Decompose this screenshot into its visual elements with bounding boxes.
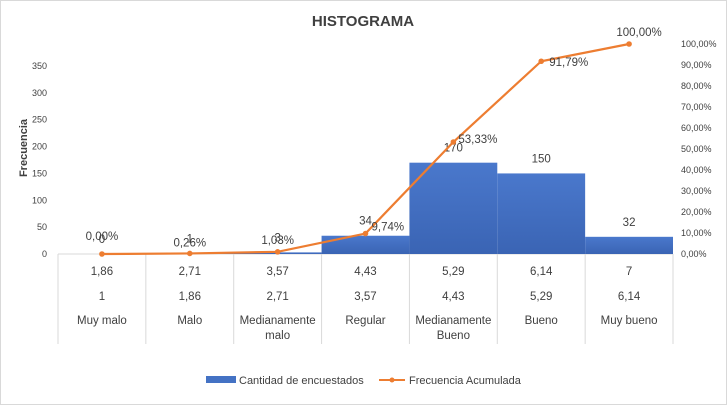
cumulative-value-label: 9,74% [372,222,405,234]
y-tick-label: 350 [32,61,47,71]
bar-value-label: 150 [532,153,551,165]
y-tick-label: 250 [32,115,47,125]
cumulative-point [626,41,632,47]
cumulative-value-label: 0,00% [86,231,119,243]
x-category-label: Regular [345,315,385,327]
bar-value-label: 0 [99,234,105,246]
histogram-bar [585,236,673,254]
cumulative-value-label: 91,79% [549,57,588,69]
bar-value-label: 3 [274,232,280,244]
cumulative-value-label: 53,33% [458,134,497,146]
y2-tick-label: 30,00% [681,186,712,196]
cumulative-point [186,250,193,257]
legend-swatch-bars [206,376,236,383]
cumulative-point [450,139,457,145]
y-tick-label: 300 [32,88,47,98]
y-tick-label: 200 [32,142,47,152]
lower-limit-label: 1,86 [179,291,201,303]
bar-value-label: 34 [359,216,372,228]
lower-limit-label: 3,57 [354,291,376,303]
y-tick-label: 100 [32,195,47,205]
bar-value-label: 1 [187,233,193,245]
upper-limit-label: 6,14 [530,266,553,278]
upper-limit-label: 2,71 [179,266,201,278]
lower-limit-label: 4,43 [442,291,464,303]
y2-tick-label: 100,00% [681,39,717,49]
upper-limit-label: 7 [626,266,632,278]
histogram-bar [321,235,410,254]
cumulative-point [538,58,545,65]
y2-tick-label: 0,00% [681,249,707,259]
cumulative-value-label: 100,00% [616,27,661,39]
y-tick-label: 150 [32,168,47,178]
x-category-label: Malo [177,315,202,327]
y2-tick-label: 90,00% [681,60,712,70]
y-tick-label: 0 [42,249,47,259]
y-tick-label: 50 [37,222,47,232]
lower-limit-label: 1 [99,291,105,303]
upper-limit-label: 4,43 [354,266,376,278]
x-category-label: Medianamente [415,315,491,327]
y2-tick-label: 10,00% [681,228,712,238]
y2-tick-label: 50,00% [681,144,712,154]
histogram-bar [409,162,498,254]
x-category-label: malo [265,330,290,342]
upper-limit-label: 5,29 [442,266,464,278]
cumulative-point [99,251,105,257]
lower-limit-label: 6,14 [618,291,641,303]
x-category-label: Medianamente [240,315,316,327]
upper-limit-label: 1,86 [91,266,113,278]
x-category-label: Bueno [437,330,470,342]
x-category-label: Muy bueno [601,315,658,327]
legend-label-bars: Cantidad de encuestados [239,375,364,387]
histogram-bar [497,173,586,254]
y2-tick-label: 40,00% [681,165,712,175]
lower-limit-label: 2,71 [266,291,288,303]
y2-tick-label: 80,00% [681,81,712,91]
x-category-label: Muy malo [77,315,127,327]
legend-marker-cumulative [389,377,395,383]
chart-title: HISTOGRAMA [312,13,414,30]
y2-tick-label: 60,00% [681,123,712,133]
cumulative-point [274,249,281,255]
cumulative-value-label: 0,26% [173,237,206,249]
y2-tick-label: 70,00% [681,102,712,112]
cumulative-value-label: 1,03% [261,235,294,247]
upper-limit-label: 3,57 [266,266,288,278]
lower-limit-label: 5,29 [530,291,552,303]
bar-value-label: 32 [623,217,636,229]
legend: Cantidad de encuestados Frecuencia Acumu… [206,375,522,387]
y2-tick-label: 20,00% [681,207,712,217]
legend-label-cumulative: Frecuencia Acumulada [409,375,522,387]
y-axis-label: Frecuencia [18,118,30,177]
x-category-label: Bueno [525,315,558,327]
cumulative-point [362,230,369,237]
